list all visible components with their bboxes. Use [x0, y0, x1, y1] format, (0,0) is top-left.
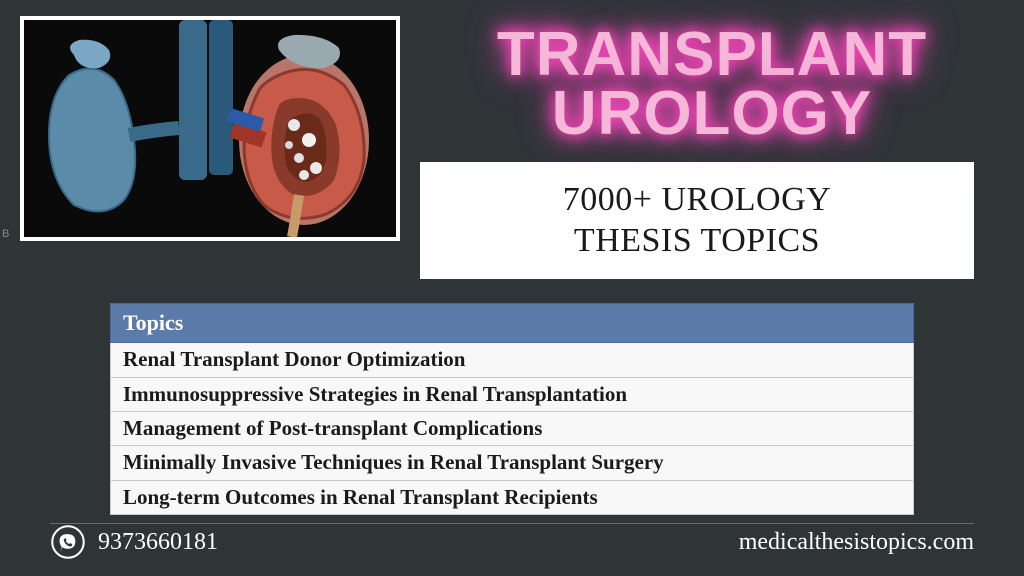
table-row: Renal Transplant Donor Optimization [111, 343, 914, 377]
table-row: Minimally Invasive Techniques in Renal T… [111, 446, 914, 480]
main-title-block: TRANSPLANT UROLOGY 7000+ UROLOGY THESIS … [420, 16, 1004, 279]
table-row: Long-term Outcomes in Renal Transplant R… [111, 480, 914, 514]
subtitle-line1: 7000+ UROLOGY [444, 180, 950, 221]
footer: 9373660181 medicalthesistopics.com [0, 524, 1024, 560]
table-row: Management of Post-transplant Complicati… [111, 411, 914, 445]
website-url: medicalthesistopics.com [739, 529, 974, 556]
table-header: Topics [111, 304, 914, 343]
topics-table: Topics Renal Transplant Donor Optimizati… [110, 303, 914, 514]
table-row: Immunosuppressive Strategies in Renal Tr… [111, 377, 914, 411]
whatsapp-icon [50, 524, 86, 560]
title-line2: UROLOGY [420, 85, 1004, 144]
phone-number: 9373660181 [98, 529, 218, 556]
title-line1: TRANSPLANT [420, 26, 1004, 85]
subtitle-box: 7000+ UROLOGY THESIS TOPICS [420, 162, 974, 280]
attribution-mark: B [2, 228, 9, 240]
subtitle-line2: THESIS TOPICS [444, 221, 950, 262]
footer-contact: 9373660181 [50, 524, 218, 560]
kidney-illustration [20, 16, 400, 241]
